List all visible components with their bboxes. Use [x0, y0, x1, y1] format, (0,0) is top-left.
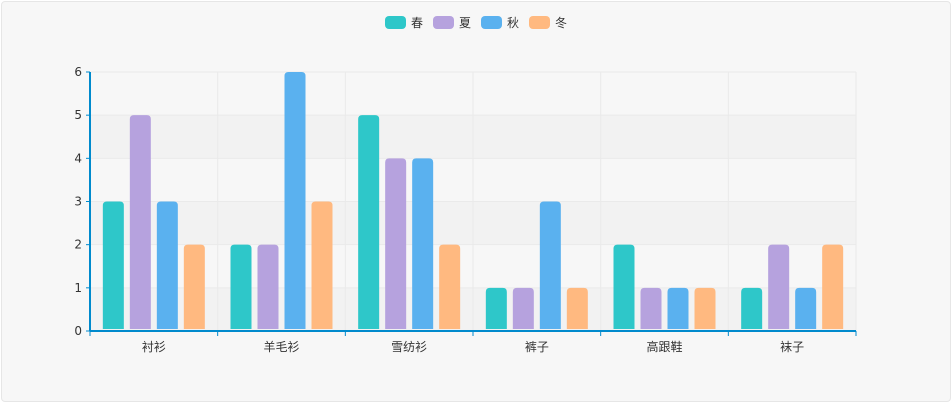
bar[interactable] — [439, 244, 461, 329]
y-tick-label: 0 — [74, 324, 82, 338]
bar[interactable] — [412, 158, 434, 329]
bar[interactable] — [129, 115, 151, 330]
legend-swatch — [481, 16, 502, 29]
bar[interactable] — [512, 287, 534, 329]
x-tick-label: 雪纺衫 — [391, 340, 427, 354]
x-tick-label: 袜子 — [780, 340, 804, 354]
y-tick-label: 3 — [74, 195, 82, 209]
x-tick-label: 高跟鞋 — [646, 339, 682, 354]
chart-legend: 春夏秋冬 — [0, 14, 952, 31]
legend-swatch — [529, 16, 551, 29]
legend-label: 秋 — [507, 16, 520, 30]
bar[interactable] — [485, 287, 507, 329]
x-tick-label: 衬衫 — [142, 340, 166, 354]
bar[interactable] — [102, 201, 124, 330]
bar[interactable] — [358, 115, 380, 330]
bar[interactable] — [539, 201, 561, 330]
y-tick-label: 2 — [74, 238, 82, 252]
legend-item[interactable]: 冬 — [529, 14, 567, 31]
bar[interactable] — [257, 244, 279, 329]
legend-swatch — [384, 16, 406, 29]
legend-label: 冬 — [555, 16, 568, 30]
x-tick-label: 羊毛衫 — [263, 339, 299, 354]
bar[interactable] — [613, 244, 635, 329]
bar[interactable] — [667, 287, 689, 329]
legend-swatch — [432, 16, 454, 29]
bar[interactable] — [741, 287, 763, 329]
bar[interactable] — [311, 201, 333, 330]
bar[interactable] — [385, 158, 407, 329]
y-tick-label: 4 — [74, 151, 82, 165]
legend-label: 夏 — [458, 16, 471, 30]
legend-item[interactable]: 夏 — [432, 14, 471, 31]
legend-item[interactable]: 春 — [384, 14, 423, 31]
bar[interactable] — [640, 287, 662, 329]
bar[interactable] — [795, 287, 817, 329]
bar[interactable] — [284, 72, 306, 329]
bar[interactable] — [768, 244, 790, 329]
y-tick-label: 1 — [74, 281, 82, 295]
bar[interactable] — [694, 287, 716, 329]
bar[interactable] — [822, 244, 844, 329]
y-tick-label: 6 — [74, 65, 82, 79]
legend-label: 春 — [410, 16, 423, 30]
legend-item[interactable]: 秋 — [481, 14, 519, 31]
bar[interactable] — [566, 287, 588, 329]
bar[interactable] — [183, 244, 205, 329]
x-tick-label: 裤子 — [525, 340, 549, 354]
y-tick-label: 5 — [74, 108, 82, 122]
bar[interactable] — [230, 244, 252, 329]
bar[interactable] — [156, 201, 178, 330]
